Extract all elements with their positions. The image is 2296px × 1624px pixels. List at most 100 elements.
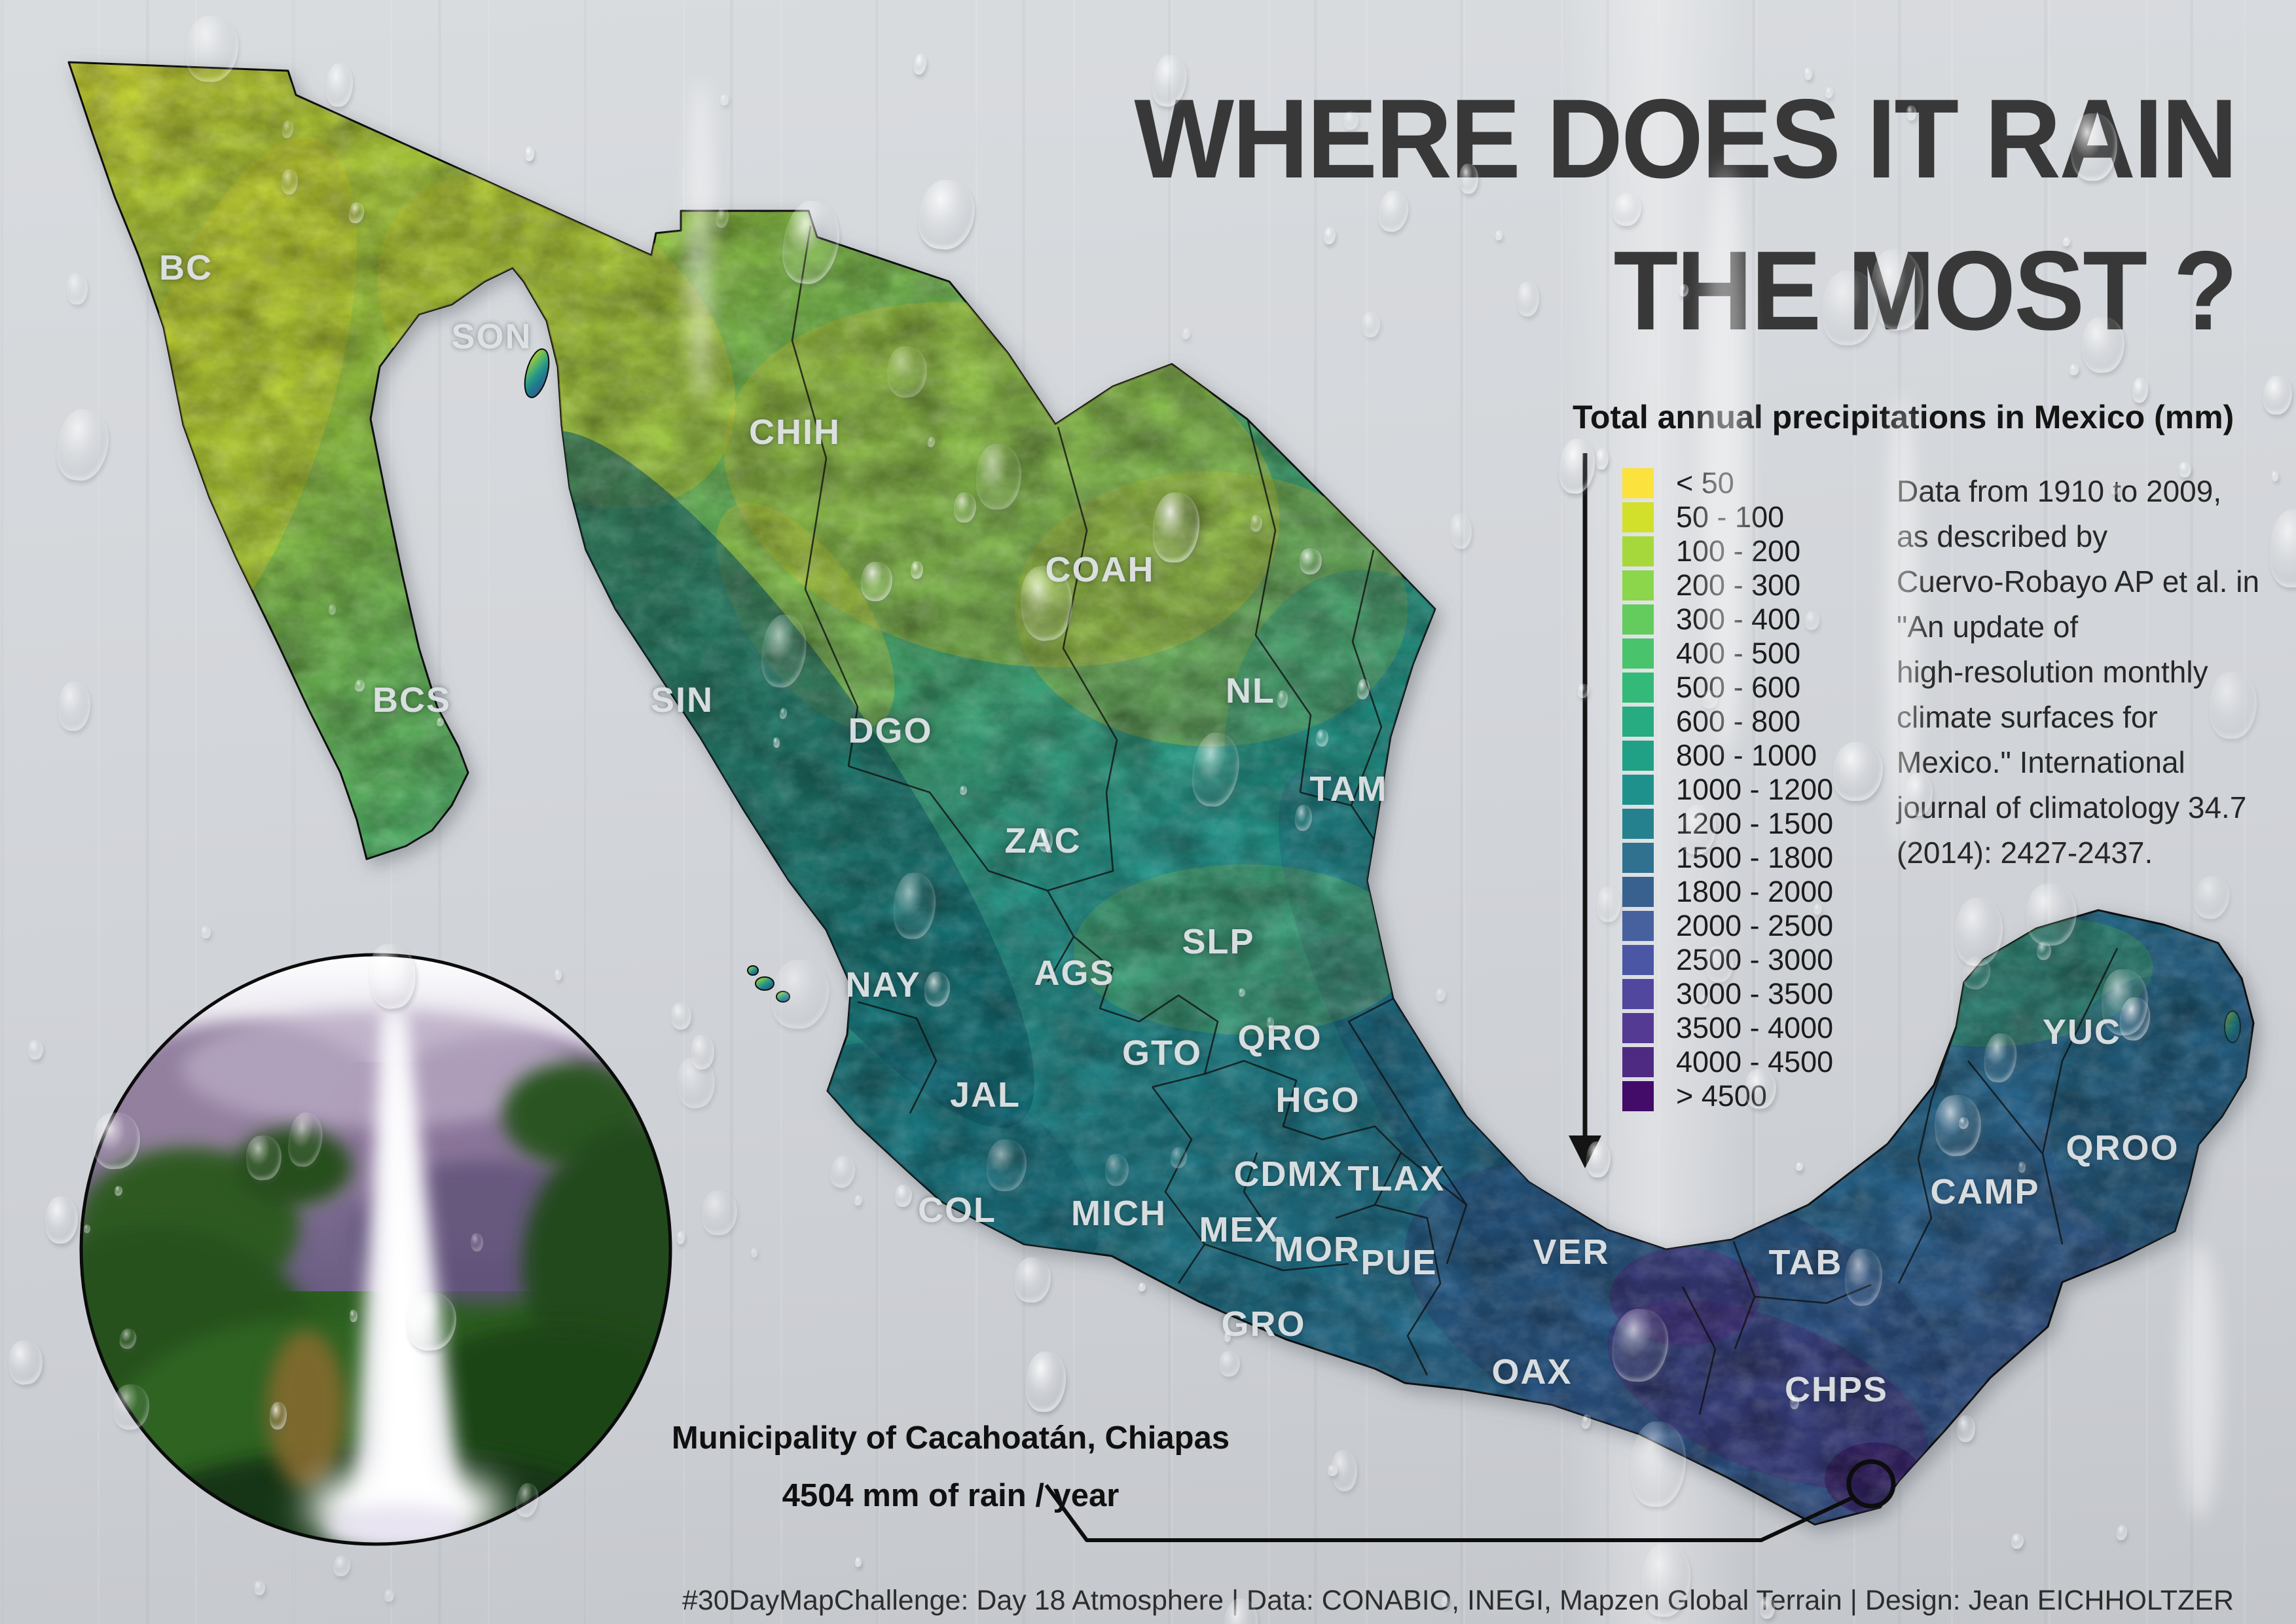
state-label-cdmx: CDMX [1233,1154,1343,1194]
callout-line1: Municipality of Cacahoatán, Chiapas [671,1420,1230,1456]
legend-entry: 4000 - 4500 [1622,1045,1833,1079]
note-line: Data from 1910 to 2009, [1897,474,2222,508]
legend-label: 100 - 200 [1676,534,1801,568]
legend-entry: 600 - 800 [1622,705,1833,739]
footer-credit: #30DayMapChallenge: Day 18 Atmosphere | … [682,1585,2234,1616]
legend-entry: 200 - 300 [1622,568,1833,602]
legend-entry: < 50 [1622,466,1833,500]
legend-entry: 1000 - 1200 [1622,773,1833,807]
legend-entry: 3500 - 4000 [1622,1011,1833,1045]
note-line: as described by [1897,519,2108,553]
legend-label: < 50 [1676,466,1734,500]
state-label-nay: NAY [845,965,921,1005]
legend-entry: 1500 - 1800 [1622,841,1833,875]
state-label-tam: TAM [1309,769,1388,809]
legend-axis-arrow [1569,453,1601,1168]
legend-label: 500 - 600 [1676,671,1801,704]
state-label-jal: JAL [949,1075,1021,1115]
state-label-sin: SIN [650,680,714,720]
state-label-mex: MEX [1199,1210,1280,1249]
state-label-tab: TAB [1768,1243,1843,1282]
state-label-dgo: DGO [848,711,933,750]
legend-label: 200 - 300 [1676,568,1801,602]
legend-entry: 400 - 500 [1622,637,1833,671]
state-label-oax: OAX [1491,1352,1573,1392]
legend-label: 1200 - 1500 [1676,807,1834,840]
legend-label: 1500 - 1800 [1676,841,1834,874]
state-label-gro: GRO [1221,1304,1306,1344]
state-label-qro: QRO [1237,1018,1322,1058]
state-label-hgo: HGO [1275,1080,1360,1120]
legend: < 50 50 - 100 100 - 200 200 - 300 300 - 400 4… [1622,466,1833,1113]
glass-glare [1702,164,1748,753]
state-label-yuc: YUC [2042,1012,2122,1052]
legend-entry: 1200 - 1500 [1622,807,1833,841]
legend-entry: 300 - 400 [1622,602,1833,637]
waterfall-photo [77,951,674,1548]
legend-entry: 1800 - 2000 [1622,875,1833,909]
page-title-line1: WHERE DOES IT RAIN [1134,76,2238,202]
glass-glare [2180,1244,2219,1519]
state-label-bcs: BCS [372,680,452,720]
state-label-ver: VER [1533,1232,1610,1272]
state-label-col: COL [918,1190,996,1230]
legend-label: 800 - 1000 [1676,739,1817,772]
state-borders [173,225,2119,1415]
legend-swatch [1622,707,1654,737]
callout-line2: 4504 mm of rain / year [782,1478,1120,1513]
state-label-chih: CHIH [749,413,841,452]
legend-swatch [1622,775,1654,805]
callout-leader-line [1044,1484,1854,1542]
glass-glare [687,79,714,406]
state-label-zac: ZAC [1004,821,1082,860]
legend-entry: 3000 - 3500 [1622,977,1833,1011]
legend-label: 2000 - 2500 [1676,909,1834,942]
legend-swatch [1622,1047,1654,1077]
legend-swatch [1622,468,1654,498]
note-line: Mexico." International [1897,745,2185,779]
state-label-chps: CHPS [1784,1370,1889,1409]
legend-swatch [1622,536,1654,566]
legend-swatch [1622,911,1654,941]
note-line: journal of climatology 34.7 [1897,790,2247,824]
legend-entry: 50 - 100 [1622,500,1833,534]
legend-swatch [1622,877,1654,907]
state-label-coah: COAH [1045,550,1155,589]
legend-label: 300 - 400 [1676,602,1801,636]
note-line: Cuervo-Robayo AP et al. in [1897,564,2260,599]
state-label-camp: CAMP [1930,1172,2040,1211]
state-label-pue: PUE [1360,1243,1438,1282]
note-line: (2014): 2427-2437. [1897,836,2153,870]
legend-label: 400 - 500 [1676,637,1801,670]
state-label-son: SON [451,317,532,356]
source-note: Data from 1910 to 2009, as described by Cu… [1897,469,2289,876]
legend-label: > 4500 [1676,1079,1767,1113]
legend-label: 4000 - 4500 [1676,1045,1834,1079]
callout: Municipality of Cacahoatán, Chiapas 4504… [623,1409,1278,1524]
legend-swatch [1622,502,1654,532]
state-label-slp: SLP [1182,922,1255,961]
state-label-ags: AGS [1034,953,1115,993]
legend-title: Total annual precipitations in Mexico (m… [1573,399,2234,435]
state-label-mich: MICH [1071,1194,1167,1233]
legend-label: 3500 - 4000 [1676,1011,1834,1044]
legend-swatch [1622,638,1654,669]
legend-swatch [1622,809,1654,839]
legend-label: 50 - 100 [1676,500,1785,534]
legend-swatch [1622,945,1654,975]
legend-entry: 100 - 200 [1622,534,1833,568]
legend-swatch [1622,741,1654,771]
note-line: high-resolution monthly [1897,655,2208,689]
legend-entry: 500 - 600 [1622,671,1833,705]
legend-swatch [1622,843,1654,873]
state-label-bc: BC [159,248,213,287]
legend-swatch [1622,979,1654,1009]
state-label-nl: NL [1226,671,1275,710]
state-label-gto: GTO [1121,1033,1203,1073]
state-label-mor: MOR [1274,1230,1360,1269]
glass-glare [1886,393,1918,851]
legend-swatch [1622,1013,1654,1043]
legend-swatch [1622,1081,1654,1111]
legend-label: 2500 - 3000 [1676,943,1834,976]
page-title: WHERE DOES IT RAIN THE MOST ? [1134,63,2238,367]
